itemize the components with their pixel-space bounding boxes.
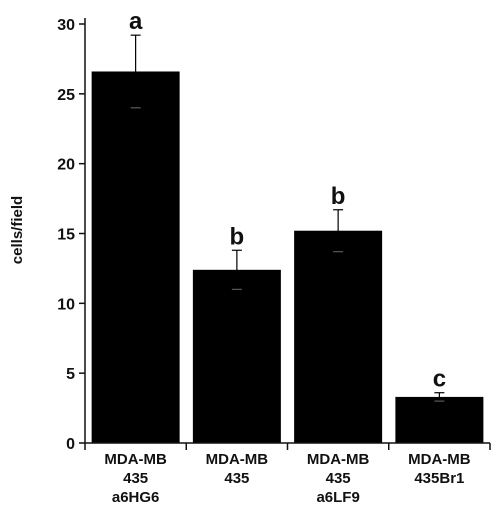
y-tick-label-30: 30 (57, 17, 75, 34)
y-tick-label-15: 15 (57, 227, 75, 244)
bar-4 (395, 396, 484, 443)
significance-label-4: c (433, 366, 446, 393)
category-label-1-line-3: a6HG6 (112, 489, 160, 506)
category-label-1-line-2: 435 (123, 470, 148, 487)
error-bar-2 (231, 249, 242, 290)
y-tick-label-5: 5 (66, 366, 75, 383)
category-label-4-line-2: 435Br1 (414, 470, 464, 487)
significance-label-1: a (129, 8, 143, 35)
axes-group: MDA-MB 435 a6HG6 MDA-MB 435 MDA-MB 435 a6LF9 MDA… (57, 17, 491, 506)
category-label-4-line-1: MDA-MB (408, 451, 471, 468)
error-bar-1 (130, 34, 141, 109)
y-tick-label-20: 20 (57, 157, 75, 174)
significance-label-3: b (331, 183, 346, 210)
error-bar-3 (333, 209, 344, 253)
category-label-2-line-1: MDA-MB (206, 451, 269, 468)
bar-1 (91, 71, 180, 443)
bar-3 (294, 230, 383, 443)
y-tick-label-25: 25 (57, 87, 75, 104)
bar-2 (192, 269, 281, 443)
error-bar-4 (434, 392, 445, 402)
significance-label-2: b (230, 223, 245, 250)
category-label-3-line-1: MDA-MB (307, 451, 370, 468)
y-axis-title: cells/field (9, 196, 26, 264)
category-label-2-line-2: 435 (224, 470, 249, 487)
category-label-3-line-2: 435 (326, 470, 351, 487)
y-tick-label-10: 10 (57, 296, 75, 313)
bars-group: a b b c (91, 8, 484, 443)
category-label-1-line-1: MDA-MB (104, 451, 167, 468)
category-label-3-line-3: a6LF9 (316, 489, 359, 506)
y-tick-label-0: 0 (66, 436, 75, 453)
